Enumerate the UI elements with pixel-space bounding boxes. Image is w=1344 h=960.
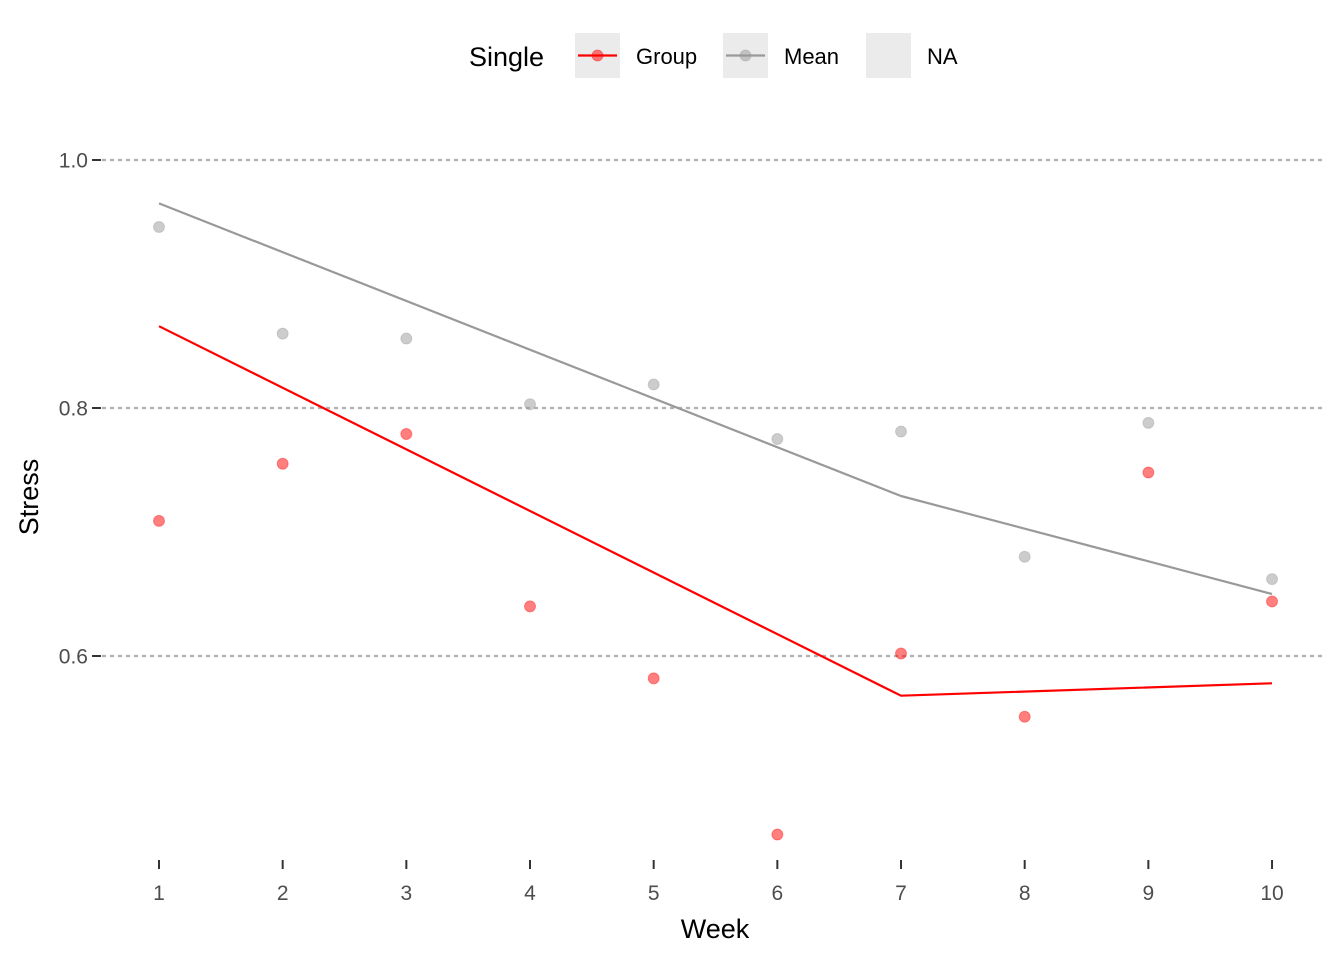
data-point-mean xyxy=(276,327,289,340)
data-point-mean xyxy=(771,433,784,445)
series-mean xyxy=(153,220,1279,586)
data-point-mean xyxy=(1018,550,1031,563)
trend-line-group xyxy=(158,325,1273,697)
x-tick-label: 10 xyxy=(1260,882,1283,905)
data-point-mean xyxy=(1266,573,1279,586)
legend-key-background xyxy=(866,33,911,78)
data-point-mean xyxy=(1142,416,1155,429)
data-point-group xyxy=(400,428,413,441)
data-point-mean xyxy=(647,378,660,391)
y-tick-label: 0.8 xyxy=(59,398,88,421)
legend-title: Single xyxy=(469,42,544,72)
x-tick-label: 1 xyxy=(153,882,165,905)
x-tick-label: 6 xyxy=(772,882,784,905)
data-point-group xyxy=(1018,710,1031,723)
x-tick-label: 5 xyxy=(648,882,660,905)
data-point-mean xyxy=(400,332,413,345)
series-layer xyxy=(153,202,1279,841)
legend-key-point xyxy=(591,49,604,62)
data-point-group xyxy=(1142,466,1155,479)
legend-label: Group xyxy=(636,44,697,69)
legend-key-point xyxy=(739,49,752,62)
x-axis-ticks: 1 2 3 4 5 6 7 8 9 10 xyxy=(153,860,1284,905)
data-point-group xyxy=(153,514,165,527)
data-point-group xyxy=(276,457,289,470)
data-point-group xyxy=(895,647,908,660)
grid-lines xyxy=(101,158,1328,658)
data-point-mean xyxy=(895,425,908,438)
x-tick-label: 9 xyxy=(1143,882,1155,905)
x-tick-label: 7 xyxy=(895,882,907,905)
x-tick-label: 2 xyxy=(277,882,289,905)
data-point-mean xyxy=(524,398,537,411)
y-axis-ticks: 0.6 0.8 1.0 xyxy=(59,150,101,669)
x-tick-label: 4 xyxy=(524,882,536,905)
y-axis-title: Stress xyxy=(14,459,44,536)
data-point-mean xyxy=(153,220,165,233)
x-tick-label: 3 xyxy=(400,882,412,905)
data-point-group xyxy=(524,600,537,613)
trend-line-mean xyxy=(158,202,1273,596)
data-point-group xyxy=(1266,595,1279,608)
x-axis-title: Week xyxy=(681,914,750,944)
data-point-group xyxy=(771,828,784,841)
series-group xyxy=(153,428,1279,841)
legend: Single Group Mean NA xyxy=(469,33,958,78)
data-point-group xyxy=(647,672,660,685)
y-tick-label: 0.6 xyxy=(59,646,88,669)
y-tick-label: 1.0 xyxy=(59,150,88,173)
x-tick-label: 8 xyxy=(1019,882,1031,905)
legend-label: NA xyxy=(927,44,958,69)
legend-label: Mean xyxy=(784,44,839,69)
